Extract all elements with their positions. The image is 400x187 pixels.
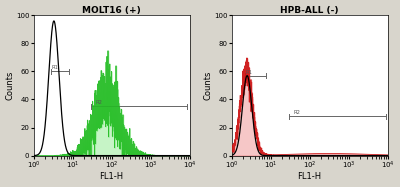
Y-axis label: Counts: Counts [6, 71, 14, 100]
Text: R2: R2 [294, 110, 300, 115]
Text: R1: R1 [52, 65, 59, 70]
Title: MOLT16 (+): MOLT16 (+) [82, 6, 141, 15]
Text: R1: R1 [246, 70, 253, 75]
Y-axis label: Counts: Counts [204, 71, 212, 100]
Text: R2: R2 [96, 100, 103, 105]
Title: HPB-ALL (-): HPB-ALL (-) [280, 6, 339, 15]
X-axis label: FL1-H: FL1-H [298, 172, 322, 181]
X-axis label: FL1-H: FL1-H [100, 172, 124, 181]
